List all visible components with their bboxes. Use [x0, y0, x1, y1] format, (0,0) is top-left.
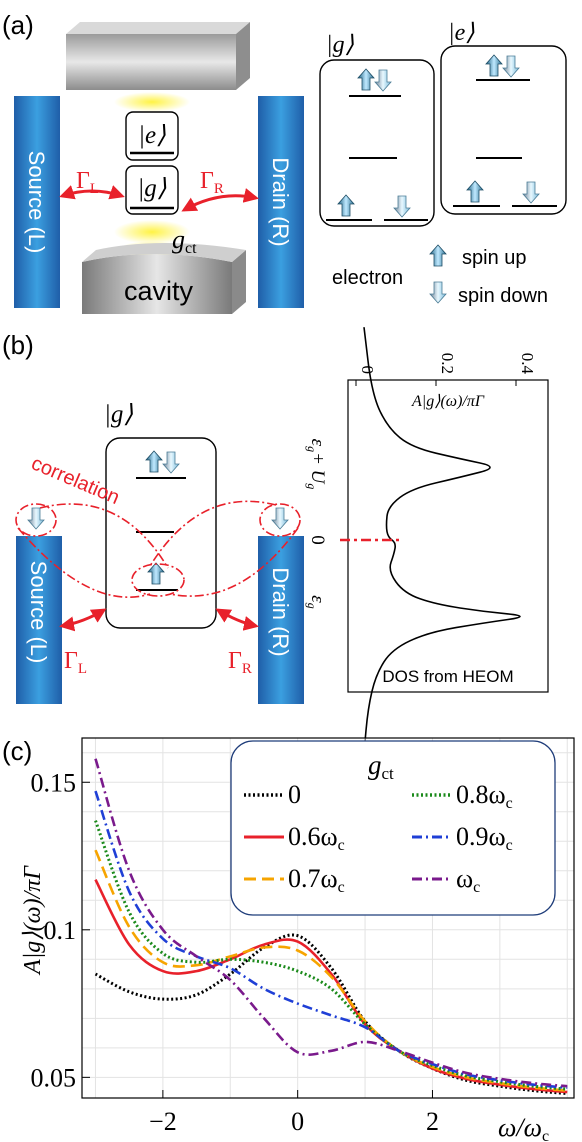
dos-tick-label: 0.2: [438, 353, 457, 374]
drain-lead-b-label: Drain (R): [268, 567, 293, 656]
series-line-0: [94, 933, 568, 1096]
g-state-diagram: [319, 59, 435, 227]
source-lead-label: Source (L): [24, 151, 49, 254]
gamma-r-label: ΓR: [200, 168, 224, 197]
y-tick-label: 0.15: [31, 768, 77, 797]
panel-b-label: (b): [2, 330, 34, 360]
series-line-3: [94, 820, 568, 1091]
chart-frame: [81, 737, 575, 1099]
legend-entries: 0 0.6ωc 0.7ωc 0.8ωc 0.9ωc ωc: [244, 780, 513, 896]
legend-electron: electron: [332, 267, 403, 289]
legend-label-5: ωc: [456, 864, 480, 896]
legend-label-0: 0: [288, 780, 301, 809]
svg-text:εg+ Ug: εg+ Ug: [305, 439, 328, 490]
excited-state-label: |e⟩: [138, 122, 166, 149]
source-lead: [14, 96, 60, 308]
drain-lead-b: [258, 536, 304, 704]
dos-axis-title: A|g⟩(ω)/πΓ: [411, 393, 485, 410]
series-line-5: [94, 758, 568, 1088]
cavity-label: cavity: [124, 276, 194, 306]
cavity-field-glow: [114, 92, 190, 112]
panel-a: (a) cavity Source (L) Drain (R) |e⟩ |g⟩: [2, 10, 567, 314]
legend-label-4: 0.9ωc: [456, 822, 513, 854]
x-tick-label: 2: [426, 1107, 439, 1136]
panel-c: (c) −2 0 20.050.10.15 A|g⟩(ω)/πΓ ω/ωc gct …: [2, 736, 575, 1142]
chart-legend: [230, 740, 556, 916]
coupling-label: gct: [172, 225, 197, 257]
panel-b: (b) Source (L) Drain (R) |g⟩ correlation…: [2, 327, 549, 753]
spin-up-icon: [429, 244, 447, 267]
drain-lead-label: Drain (R): [268, 157, 293, 246]
x-tick-label: 0: [291, 1107, 304, 1136]
legend-spin-up: spin up: [462, 247, 527, 269]
panel-a-label: (a): [2, 10, 34, 40]
chart-xlabel: ω/ωc: [498, 1113, 549, 1142]
chart-ticks: −2 0 2 0.05 0.1 0.15: [31, 768, 439, 1136]
x-tick-label: −2: [149, 1107, 177, 1136]
b-gamma-l-arrow: [59, 608, 107, 632]
b-gamma-r-label: ΓR: [228, 648, 252, 677]
gamma-l-label: ΓL: [76, 168, 99, 197]
gamma-l-arrow: [59, 185, 125, 200]
dos-tick-label: 0.4: [518, 353, 537, 375]
e-state-diagram: [440, 45, 567, 215]
y-tick-label: 0.1: [44, 916, 77, 945]
b-gamma-l-label: ΓL: [64, 648, 87, 677]
chart-series: [94, 758, 568, 1096]
dos-caption: DOS from HEOM: [382, 667, 513, 686]
e-ket-title: |e⟩: [448, 20, 475, 46]
legend-label-1: 0.6ωc: [288, 822, 345, 854]
chart-ylabel: A|g⟩(ω)/πΓ: [20, 865, 46, 976]
svg-text:0: 0: [307, 535, 328, 545]
legend-title: gct: [368, 750, 394, 783]
gamma-r-arrow: [181, 188, 259, 212]
dos-tick-label: 0: [358, 366, 377, 375]
g-ket-title: |g⟩: [326, 32, 355, 58]
dos-energy-labels: εg+ Ug 0 εg: [305, 439, 328, 609]
ground-state-label: |g⟩: [137, 175, 166, 202]
dos-curve: [363, 327, 521, 753]
b-gamma-r-arrow: [215, 608, 259, 631]
correlation-paths: [15, 500, 301, 598]
dos-plot-frame: [347, 379, 549, 693]
series-line-4: [94, 790, 568, 1089]
series-line-1: [94, 879, 568, 1094]
panel-c-label: (c): [2, 736, 32, 766]
y-tick-label: 0.05: [31, 1063, 77, 1092]
cavity-bottom-mirror: [82, 243, 246, 314]
ground-state-box: [125, 165, 179, 215]
b-ket-title: |g⟩: [104, 401, 133, 428]
legend-label-3: 0.8ωc: [456, 780, 513, 812]
dos-axis-ticks: 0 0.2 0.4: [355, 353, 537, 386]
excited-state-box: [125, 111, 179, 161]
svg-text:εg: εg: [305, 595, 328, 609]
legend-label-2: 0.7ωc: [288, 864, 345, 896]
source-lead-b-label: Source (L): [26, 561, 51, 664]
drain-lead: [258, 96, 304, 308]
cavity-top-mirror: [66, 22, 250, 90]
spin-down-icon: [429, 281, 447, 304]
legend-spin-down: spin down: [458, 285, 548, 307]
